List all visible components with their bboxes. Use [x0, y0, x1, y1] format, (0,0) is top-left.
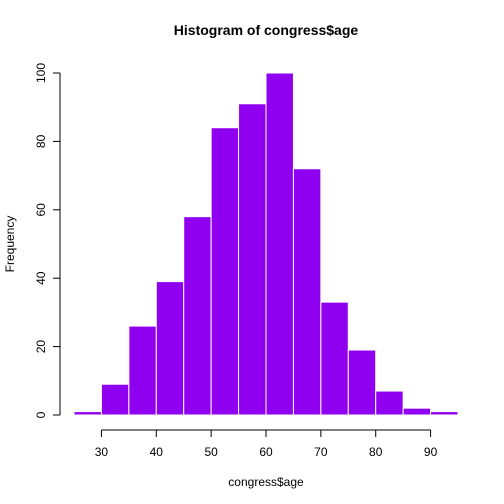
histogram-bar	[155, 281, 185, 416]
y-axis-label: Frequency	[3, 216, 17, 273]
histogram-bar	[238, 103, 267, 416]
x-axis-label: congress$age	[228, 475, 304, 489]
histogram-bar	[375, 390, 404, 416]
histogram-bar	[128, 325, 157, 416]
x-tick-label: 90	[424, 445, 438, 459]
x-tick-label: 40	[150, 445, 164, 459]
histogram-bar	[347, 349, 377, 416]
y-tick-label: 60	[34, 203, 48, 217]
histogram-bar	[402, 407, 432, 416]
y-tick-label: 0	[34, 411, 48, 418]
histogram-bar	[210, 127, 240, 416]
chart-title: Histogram of congress$age	[174, 22, 359, 38]
y-tick-label: 20	[34, 340, 48, 354]
x-tick-label: 80	[369, 445, 383, 459]
histogram-bar	[430, 411, 459, 416]
bars-group	[73, 72, 459, 416]
y-axis: 0 20 40 60 80 100	[34, 63, 61, 418]
y-tick-label: 80	[34, 134, 48, 148]
x-tick-label: 70	[314, 445, 328, 459]
histogram-bar	[73, 411, 102, 416]
x-tick-label: 60	[259, 445, 273, 459]
histogram-bar	[100, 383, 130, 416]
histogram-bar	[292, 168, 322, 416]
y-tick-label: 100	[34, 63, 48, 83]
y-tick-label: 40	[34, 271, 48, 285]
x-tick-label: 30	[95, 445, 109, 459]
histogram-bar	[183, 216, 212, 416]
x-axis: 30 40 50 60 70 80 90	[95, 429, 438, 459]
x-tick-label: 50	[204, 445, 218, 459]
histogram-bar	[265, 72, 294, 416]
histogram-bar	[320, 301, 349, 416]
